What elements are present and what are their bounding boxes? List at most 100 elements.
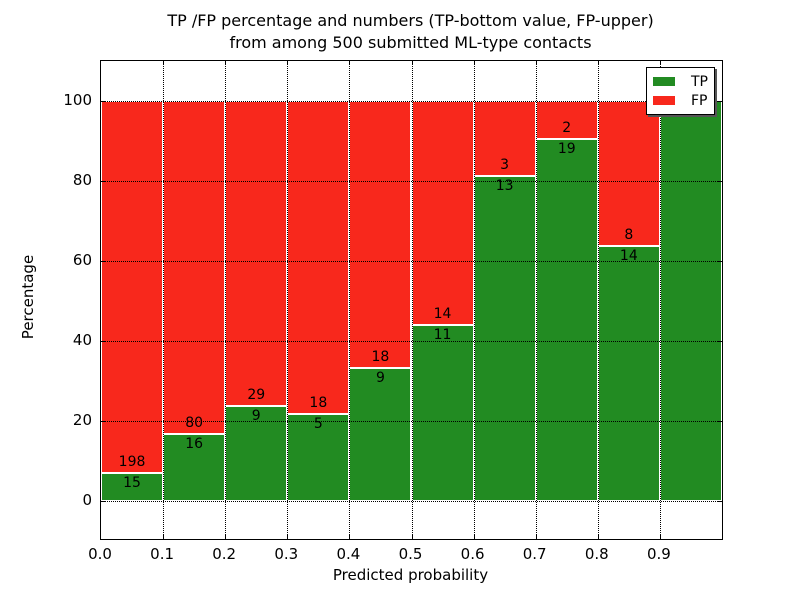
v-gridline [163, 61, 165, 539]
x-tick-label: 0.9 [646, 545, 671, 563]
bar-segment-fp [411, 101, 474, 325]
y-tick-label: 40 [72, 331, 92, 349]
x-tick-mark [597, 535, 599, 539]
y-tick-mark [101, 261, 105, 262]
y-tick-mark [718, 421, 722, 422]
bar-segment-tp [535, 139, 598, 501]
x-tick-mark [659, 535, 661, 539]
chart-title: TP /FP percentage and numbers (TP-bottom… [100, 10, 721, 54]
fp-count-label: 198 [118, 453, 146, 470]
fp-count-label: 29 [247, 387, 266, 404]
x-tick-mark [349, 535, 351, 539]
v-gridline [535, 61, 537, 539]
x-tick-mark [535, 61, 537, 65]
v-gridline [659, 61, 661, 539]
y-tick-mark [101, 421, 105, 422]
x-tick-mark [287, 535, 289, 539]
bar-segment-tp [473, 176, 536, 501]
v-gridline [473, 61, 475, 539]
x-tick-mark [163, 61, 165, 65]
tp-count-label: 14 [619, 248, 638, 265]
x-tick-mark [597, 61, 599, 65]
x-tick-mark [287, 61, 289, 65]
x-tick-mark [349, 61, 351, 65]
y-axis-label: Percentage [19, 254, 37, 340]
fp-count-label: 2 [562, 120, 572, 137]
bar-segment-fp [163, 101, 226, 435]
x-tick-label: 0.0 [88, 545, 112, 563]
legend-swatch-tp [653, 77, 675, 86]
y-tick-mark [101, 181, 105, 182]
legend-item: TP [653, 72, 708, 91]
y-tick-label: 60 [72, 251, 92, 269]
v-gridline [225, 61, 227, 539]
bar-segment-fp [101, 101, 164, 473]
x-tick-label: 0.3 [274, 545, 299, 563]
tp-count-label: 13 [495, 178, 514, 194]
fp-count-label: 3 [500, 157, 510, 173]
tp-count-label: 15 [123, 474, 141, 491]
tp-count-label: 19 [557, 141, 576, 158]
legend-label: FP [691, 92, 708, 109]
legend-label: TP [691, 73, 708, 90]
bar-segment-tp [411, 325, 474, 501]
y-tick-mark [718, 501, 722, 502]
bar-segment-fp [287, 101, 350, 415]
y-tick-mark [718, 261, 722, 262]
x-tick-label: 0.7 [522, 545, 547, 563]
chart-title-line1: TP /FP percentage and numbers (TP-bottom… [167, 11, 654, 30]
y-tick-mark [718, 341, 722, 342]
legend: TP FP [646, 67, 715, 115]
legend-swatch-fp [653, 96, 675, 105]
tp-count-label: 11 [433, 327, 452, 343]
x-tick-label: 0.1 [150, 545, 175, 563]
x-axis-label: Predicted probability [332, 566, 489, 584]
bar-segment-fp [349, 101, 412, 368]
tp-count-label: 9 [251, 408, 261, 425]
x-tick-mark [473, 61, 475, 65]
fp-count-label: 8 [624, 227, 634, 244]
x-tick-mark [163, 535, 165, 539]
x-tick-mark [411, 61, 413, 65]
x-tick-mark [411, 535, 413, 539]
x-tick-mark [225, 535, 227, 539]
y-tick-label: 0 [82, 491, 92, 509]
bar-segment-fp [597, 101, 660, 247]
fp-count-label: 80 [185, 415, 204, 432]
tp-count-label: 16 [185, 436, 204, 453]
chart-title-line2: from among 500 submitted ML-type contact… [229, 33, 592, 52]
x-tick-label: 0.2 [212, 545, 237, 563]
x-tick-mark [225, 61, 227, 65]
y-tick-mark [101, 501, 105, 502]
fp-count-label: 14 [433, 306, 452, 322]
v-gridline [349, 61, 351, 539]
x-tick-label: 0.6 [460, 545, 485, 563]
x-tick-label: 0.4 [336, 545, 361, 563]
y-tick-mark [101, 341, 105, 342]
x-tick-mark [659, 61, 661, 65]
bar-segment-tp [597, 246, 660, 501]
y-tick-mark [718, 181, 722, 182]
fp-count-label: 18 [371, 348, 390, 365]
y-tick-mark [718, 101, 722, 102]
v-gridline [411, 61, 413, 539]
y-tick-label: 80 [72, 171, 92, 189]
v-gridline [287, 61, 289, 539]
bar-segment-tp [349, 367, 412, 501]
v-gridline [597, 61, 599, 539]
y-tick-label: 100 [63, 91, 92, 109]
x-tick-mark [473, 535, 475, 539]
legend-item: FP [653, 91, 708, 110]
tp-count-label: 5 [313, 416, 323, 433]
x-tick-label: 0.8 [584, 545, 609, 563]
bar-segment-fp [225, 101, 288, 407]
y-tick-mark [101, 101, 105, 102]
y-tick-label: 20 [72, 411, 92, 429]
bar-segment-tp [101, 472, 164, 501]
x-tick-mark [535, 535, 537, 539]
bar-segment-fp [473, 101, 536, 176]
tp-count-label: 9 [375, 369, 385, 386]
x-tick-label: 0.5 [398, 545, 423, 563]
